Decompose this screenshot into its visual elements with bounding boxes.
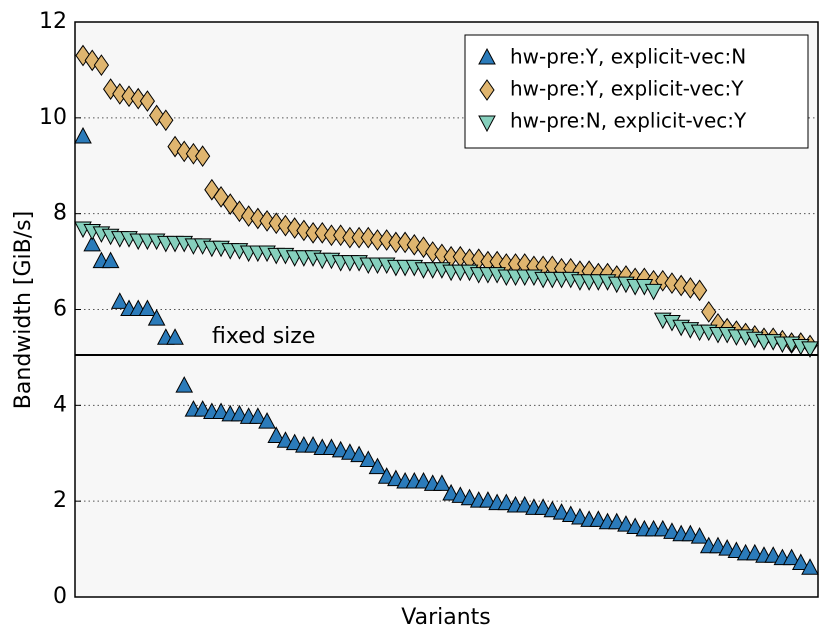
legend-label: hw-pre:Y, explicit-vec:Y bbox=[510, 77, 744, 101]
point bbox=[74, 126, 92, 144]
point bbox=[433, 474, 451, 491]
y-axis-label: Bandwidth [GiB/s] bbox=[11, 211, 36, 409]
point bbox=[231, 200, 248, 223]
point bbox=[782, 548, 801, 566]
point bbox=[644, 283, 663, 301]
point bbox=[213, 186, 229, 208]
reference-label: fixed size bbox=[212, 324, 315, 349]
point bbox=[101, 251, 120, 269]
y-tick-label: 10 bbox=[39, 105, 67, 130]
point bbox=[166, 328, 184, 345]
point bbox=[359, 450, 378, 467]
x-axis-label: Variants bbox=[401, 605, 491, 630]
point bbox=[350, 445, 368, 463]
point bbox=[415, 236, 432, 259]
legend-marker bbox=[478, 47, 496, 65]
point bbox=[176, 140, 192, 163]
legend-marker bbox=[479, 79, 495, 101]
point bbox=[397, 231, 413, 254]
point bbox=[121, 85, 137, 108]
point bbox=[296, 219, 312, 242]
point bbox=[406, 233, 422, 256]
y-tick-label: 12 bbox=[39, 9, 67, 34]
legend-label: hw-pre:N, explicit-vec:Y bbox=[510, 109, 747, 133]
point bbox=[147, 309, 166, 326]
point bbox=[110, 292, 129, 309]
point bbox=[139, 90, 156, 112]
point bbox=[368, 457, 387, 475]
y-tick-label: 0 bbox=[53, 584, 67, 609]
point bbox=[277, 214, 294, 237]
point bbox=[149, 104, 165, 127]
legend: hw-pre:Y, explicit-vec:N hw-pre:Y, explic… bbox=[464, 34, 809, 149]
point bbox=[249, 407, 267, 424]
point bbox=[195, 145, 211, 168]
point bbox=[241, 205, 257, 227]
plot-frame bbox=[74, 21, 819, 598]
legend-box bbox=[464, 34, 809, 149]
legend-label: hw-pre:Y, explicit-vec:N bbox=[510, 45, 746, 69]
point bbox=[673, 274, 689, 297]
point bbox=[701, 301, 717, 323]
y-tick-label: 8 bbox=[53, 201, 67, 226]
y-tick-label: 4 bbox=[53, 392, 67, 417]
point bbox=[175, 376, 194, 393]
point bbox=[93, 54, 110, 76]
point bbox=[138, 299, 157, 316]
marks: fixed size bbox=[74, 44, 819, 575]
point bbox=[83, 234, 102, 252]
point bbox=[258, 412, 276, 429]
y-tick-label: 2 bbox=[53, 488, 67, 513]
point bbox=[664, 272, 680, 295]
point bbox=[801, 341, 819, 358]
y-tick-label: 6 bbox=[53, 297, 67, 322]
point bbox=[690, 527, 709, 544]
point bbox=[102, 78, 119, 100]
point bbox=[158, 109, 174, 132]
point bbox=[801, 558, 819, 575]
point bbox=[259, 209, 275, 232]
point bbox=[791, 553, 810, 570]
point bbox=[75, 44, 91, 67]
point bbox=[682, 277, 698, 299]
point bbox=[691, 279, 708, 302]
legend-marker bbox=[478, 115, 496, 133]
point bbox=[267, 426, 286, 443]
point bbox=[222, 193, 238, 215]
point bbox=[379, 229, 395, 251]
